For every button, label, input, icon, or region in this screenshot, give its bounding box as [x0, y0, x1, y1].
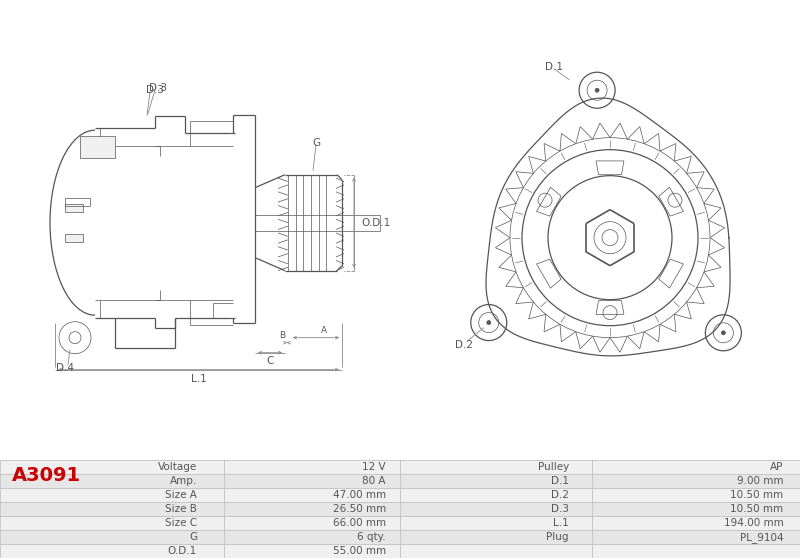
Bar	[400, 460, 592, 474]
Bar	[400, 516, 592, 530]
Bar	[592, 488, 800, 502]
Circle shape	[486, 320, 490, 325]
Circle shape	[595, 88, 599, 92]
Text: G: G	[189, 532, 197, 542]
Text: 10.50 mm: 10.50 mm	[730, 490, 783, 500]
Text: 80 A: 80 A	[362, 477, 386, 486]
Text: 66.00 mm: 66.00 mm	[333, 518, 386, 528]
Bar	[224, 530, 400, 544]
Bar	[0, 530, 224, 544]
Bar	[65, 234, 83, 242]
Bar	[400, 544, 592, 558]
Bar	[0, 502, 224, 516]
Bar	[0, 488, 224, 502]
Text: Size B: Size B	[166, 504, 197, 514]
Bar	[400, 530, 592, 544]
Text: O.D.1: O.D.1	[362, 218, 390, 228]
Bar	[592, 516, 800, 530]
Bar	[0, 516, 224, 530]
Text: Size A: Size A	[166, 490, 197, 500]
Bar	[224, 460, 400, 474]
Text: L.1: L.1	[554, 518, 569, 528]
Text: D.3: D.3	[551, 504, 569, 514]
Text: Pulley: Pulley	[538, 463, 569, 472]
Text: G: G	[312, 138, 320, 148]
Bar	[0, 460, 224, 474]
Bar	[400, 488, 592, 502]
Bar	[224, 488, 400, 502]
Text: O.D.1: O.D.1	[168, 546, 197, 556]
Text: L.1: L.1	[190, 374, 206, 384]
Bar	[592, 460, 800, 474]
Text: D.3: D.3	[146, 85, 164, 95]
Text: D.1: D.1	[546, 62, 563, 72]
Text: D.4: D.4	[56, 363, 74, 373]
Text: 55.00 mm: 55.00 mm	[333, 546, 386, 556]
Bar	[0, 544, 224, 558]
Text: 47.00 mm: 47.00 mm	[333, 490, 386, 500]
Bar	[400, 474, 592, 488]
Text: D.1: D.1	[551, 477, 569, 486]
Text: PL_9104: PL_9104	[740, 532, 783, 542]
Text: Plug: Plug	[546, 532, 569, 542]
Circle shape	[722, 331, 726, 335]
Text: 194.00 mm: 194.00 mm	[724, 518, 783, 528]
Bar	[592, 544, 800, 558]
Bar	[224, 544, 400, 558]
Text: 9.00 mm: 9.00 mm	[737, 477, 783, 486]
Text: Amp.: Amp.	[170, 477, 197, 486]
Text: D.3: D.3	[149, 83, 167, 93]
Text: B: B	[279, 331, 285, 340]
Text: A: A	[321, 326, 327, 335]
Bar	[400, 502, 592, 516]
Bar	[224, 502, 400, 516]
Text: A3091: A3091	[12, 466, 81, 485]
Bar	[592, 474, 800, 488]
Text: Voltage: Voltage	[158, 463, 197, 472]
Text: 10.50 mm: 10.50 mm	[730, 504, 783, 514]
Text: C: C	[266, 355, 274, 365]
Text: 12 V: 12 V	[362, 463, 386, 472]
Bar	[224, 516, 400, 530]
Text: D.2: D.2	[551, 490, 569, 500]
Text: 6 qty.: 6 qty.	[358, 532, 386, 542]
Bar	[0, 474, 224, 488]
Bar	[592, 530, 800, 544]
Text: D.2: D.2	[454, 340, 473, 349]
Bar	[80, 136, 115, 158]
Text: AP: AP	[770, 463, 783, 472]
Text: Size C: Size C	[165, 518, 197, 528]
Text: 26.50 mm: 26.50 mm	[333, 504, 386, 514]
Bar	[224, 474, 400, 488]
Bar	[65, 204, 83, 211]
Bar	[592, 502, 800, 516]
